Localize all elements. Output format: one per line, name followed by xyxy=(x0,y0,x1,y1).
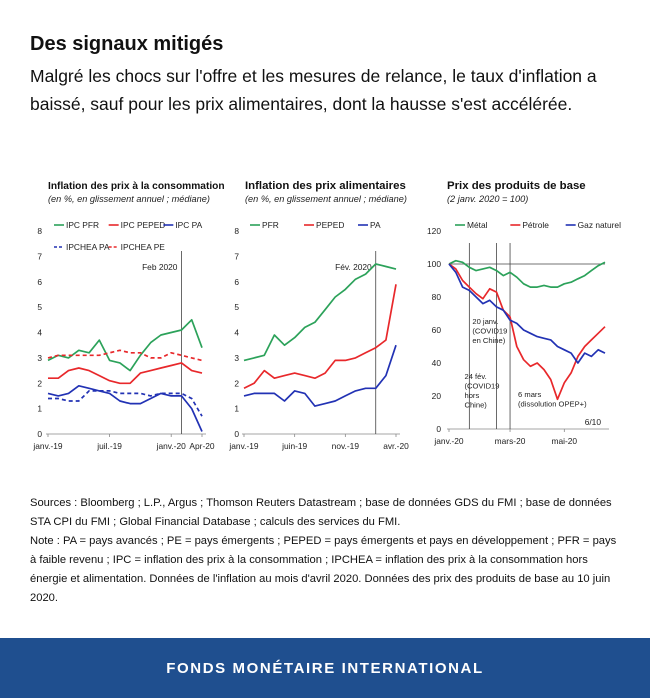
legend-label: IPC PA xyxy=(175,220,202,230)
y-tick-label: 1 xyxy=(234,404,239,414)
y-tick-label: 1 xyxy=(37,404,42,414)
source-notes: Sources : Bloomberg ; L.P., Argus ; Thom… xyxy=(30,494,625,608)
y-tick-label: 2 xyxy=(37,378,42,388)
x-tick-label: mars-20 xyxy=(495,436,526,446)
event-label: 6 mars xyxy=(518,390,541,399)
legend-label: Gaz naturel xyxy=(578,220,621,230)
y-tick-label: 0 xyxy=(234,429,239,439)
footer-banner: FONDS MONÉTAIRE INTERNATIONAL xyxy=(0,638,650,698)
y-tick-label: 3 xyxy=(37,353,42,363)
footer-org-name: FONDS MONÉTAIRE INTERNATIONAL xyxy=(166,659,484,677)
series-line xyxy=(48,390,203,417)
y-tick-label: 80 xyxy=(432,292,442,302)
event-label: (dissolution OPEP+) xyxy=(518,400,587,409)
y-tick-label: 20 xyxy=(432,391,442,401)
y-tick-label: 6 xyxy=(234,277,239,287)
y-tick-label: 4 xyxy=(37,328,42,338)
series-line xyxy=(448,263,606,401)
series-line xyxy=(48,362,203,385)
x-tick-label: avr.-20 xyxy=(383,441,409,451)
series-line xyxy=(448,263,606,364)
panel-subtitle: (en %, en glissement annuel ; médiane) xyxy=(245,194,407,204)
chart-subtitle: Malgré les chocs sur l'offre et les mesu… xyxy=(30,66,597,114)
chart-title: Des signaux mitigés xyxy=(30,33,224,55)
y-tick-label: 8 xyxy=(234,226,239,236)
y-tick-label: 8 xyxy=(37,226,42,236)
chart-panels: Inflation des prix à la consommation (en … xyxy=(32,180,621,451)
y-tick-label: 60 xyxy=(432,325,442,335)
legend-label: Pétrole xyxy=(522,220,549,230)
event-label: 24 fév. xyxy=(464,372,486,381)
y-tick-label: 3 xyxy=(234,353,239,363)
series-line xyxy=(448,259,606,288)
legend-label: PA xyxy=(370,220,381,230)
y-tick-label: 0 xyxy=(436,424,441,434)
event-label: (COVID19 xyxy=(472,327,507,336)
x-tick-label: janv.-20 xyxy=(156,441,187,451)
legend-label: IPCHEA PE xyxy=(121,242,166,252)
note-text: Note : PA = pays avancés ; PE = pays éme… xyxy=(30,535,617,604)
x-tick-label: juil.-19 xyxy=(96,441,122,451)
y-tick-label: 5 xyxy=(37,302,42,312)
x-tick-label: Apr-20 xyxy=(189,441,214,451)
x-tick-label: juin-19 xyxy=(281,441,307,451)
legend-label: IPC PEPED xyxy=(121,220,166,230)
series-line xyxy=(243,344,397,407)
panel-subtitle: (2 janv. 2020 = 100) xyxy=(447,194,528,204)
y-tick-label: 7 xyxy=(234,251,239,261)
y-tick-label: 100 xyxy=(427,259,441,269)
event-label: hors xyxy=(464,391,479,400)
legend-label: IPC PFR xyxy=(66,220,99,230)
series-line xyxy=(243,263,397,362)
y-tick-label: 6 xyxy=(37,277,42,287)
x-tick-label: nov.-19 xyxy=(332,441,360,451)
sources-text: Sources : Bloomberg ; L.P., Argus ; Thom… xyxy=(30,497,612,528)
event-label: (COVID19 xyxy=(464,382,499,391)
legend-label: Métal xyxy=(467,220,488,230)
legend-label: PFR xyxy=(262,220,279,230)
x-tick-label: janv.-20 xyxy=(433,436,464,446)
x-tick-label: janv.-19 xyxy=(32,441,63,451)
series-line xyxy=(47,349,203,362)
event-label: 20 janv. xyxy=(472,317,498,326)
panel-title: Inflation des prix à la consommation xyxy=(48,181,225,192)
x-tick-label: janv.-19 xyxy=(228,441,259,451)
y-tick-label: 40 xyxy=(432,358,442,368)
y-tick-label: 120 xyxy=(427,226,441,236)
panel-title: Inflation des prix alimentaires xyxy=(245,180,406,192)
series-line xyxy=(47,384,203,432)
end-date-label: 6/10 xyxy=(585,417,602,427)
y-tick-label: 7 xyxy=(37,251,42,261)
panel-subtitle: (en %, en glissement annuel ; médiane) xyxy=(48,194,210,204)
event-label: Fév. 2020 xyxy=(335,262,372,272)
event-label: en Chine) xyxy=(472,336,505,345)
event-label: Chine) xyxy=(464,401,487,410)
y-tick-label: 5 xyxy=(234,302,239,312)
y-tick-label: 4 xyxy=(234,328,239,338)
legend-label: PEPED xyxy=(316,220,344,230)
panel-title: Prix des produits de base xyxy=(447,180,586,192)
y-tick-label: 2 xyxy=(234,378,239,388)
series-line xyxy=(47,318,203,372)
series-line xyxy=(243,284,397,390)
event-label: Feb 2020 xyxy=(142,262,178,272)
x-tick-label: mai-20 xyxy=(551,436,577,446)
y-tick-label: 0 xyxy=(37,429,42,439)
legend-label: IPCHEA PA xyxy=(66,242,110,252)
